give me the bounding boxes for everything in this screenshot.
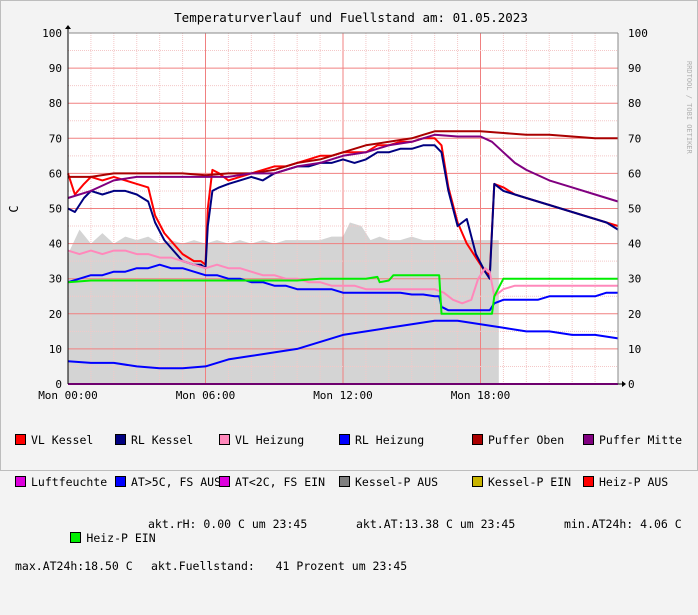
chart: Temperaturverlauf und Fuellstand am: 01.… [7, 10, 693, 402]
legend-label: AT<2C, FS EIN [235, 475, 326, 489]
series-puffer-oben [68, 130, 618, 178]
y-tick-label: 90 [49, 62, 62, 75]
watermark: RRDTOOL / TOBI OETIKER [685, 61, 693, 155]
y-tick-label: 70 [49, 132, 62, 145]
series-vl-heizung [67, 249, 618, 305]
legend-item-puffer-mitte: Puffer Mitte [583, 433, 682, 447]
y-tick-label-right: 60 [628, 167, 641, 180]
akt-rh: akt.rH: 0.00 C um 23:45 [148, 517, 308, 531]
legend-item-kessel-p-ein: Kessel-P EIN [472, 475, 571, 489]
y-tick-label-right: 100 [628, 27, 648, 40]
legend-label: Luftfeuchte [31, 475, 108, 489]
series-puffer-mitte [67, 133, 619, 203]
akt-at: akt.AT:13.38 C um 23:45 [356, 517, 516, 531]
legend-swatch [219, 476, 230, 487]
legend-label: RL Kessel [131, 433, 194, 447]
legend-swatch [115, 434, 126, 445]
x-axis-arrow [622, 381, 626, 387]
legend-swatch [219, 434, 230, 445]
series-zaehler [67, 319, 619, 370]
legend-row: VL Kessel RL Kessel VL Heizung RL Heizung Pu… [15, 433, 695, 447]
y-tick-label-right: 70 [628, 132, 641, 145]
legend-item-rl-heizung: RL Heizung [339, 433, 424, 447]
chart-title: Temperaturverlauf und Fuellstand am: 01.… [174, 10, 528, 25]
legend-swatch [472, 476, 483, 487]
legend-swatch [339, 476, 350, 487]
y-tick-label-right: 20 [628, 308, 641, 321]
y-tick-label: 0 [55, 378, 62, 391]
chart-frame: Temperaturverlauf und Fuellstand am: 01.… [0, 0, 698, 573]
legend-swatch [115, 476, 126, 487]
legend-label: VL Kessel [31, 433, 94, 447]
legend-swatch [339, 434, 350, 445]
legend-item-kessel-p-aus: Kessel-P AUS [339, 475, 438, 489]
x-tick-label: Mon 12:00 [313, 389, 373, 402]
axes [65, 25, 626, 387]
legend-item-luftfeuchte: Luftfeuchte [15, 475, 107, 489]
legend-item-vl-kessel: VL Kessel [15, 433, 93, 447]
series-rl-heizung [67, 263, 618, 312]
legend-item-rl-kessel: RL Kessel [115, 433, 193, 447]
legend-swatch [472, 434, 483, 445]
legend-item-heiz-p-aus: Heiz-P AUS [583, 475, 668, 489]
legend-item-puffer-oben: Puffer Oben [472, 433, 564, 447]
y-tick-label-right: 40 [628, 238, 641, 251]
grid [68, 33, 618, 384]
y-tick-label: 40 [49, 238, 62, 251]
legend-swatch [583, 434, 594, 445]
fuellstand-area [68, 222, 499, 384]
y-tick-label: 80 [49, 97, 62, 110]
y-tick-label-right: 80 [628, 97, 641, 110]
legend-swatch [15, 434, 26, 445]
legend-swatch [583, 476, 594, 487]
y-tick-label: 20 [49, 308, 62, 321]
y-tick-label-right: 90 [628, 62, 641, 75]
legend-swatch [15, 476, 26, 487]
legend-label: Kessel-P AUS [355, 475, 439, 489]
y-tick-label-right: 10 [628, 343, 641, 356]
legend-label: Kessel-P EIN [488, 475, 572, 489]
legend-label: Heiz-P AUS [599, 475, 669, 489]
tick-labels: 0 0 10 10 20 20 30 30 40 40 50 50 60 60 70 70 80 80 90 90 10… [38, 27, 648, 402]
max-at24h: max.AT24h:18.50 C [15, 559, 133, 573]
y-tick-label-right: 0 [628, 378, 635, 391]
akt-fuellstand: akt.Fuellstand: 41 Prozent um 23:45 [151, 559, 408, 573]
legend-label: Puffer Oben [488, 433, 565, 447]
legend-swatch [70, 532, 82, 543]
legend-item-vl-heizung: VL Heizung [219, 433, 304, 447]
y-tick-label: 30 [49, 273, 62, 286]
y-axis-label: C [7, 205, 21, 212]
series-rl-kessel [67, 144, 619, 280]
legend-item-heiz-p-ein: Heiz-P EIN [15, 517, 156, 559]
legend-status-row: Heiz-P EIN akt.rH: 0.00 C um 23:45 akt.A… [15, 517, 695, 545]
y-tick-label: 60 [49, 167, 62, 180]
legend-label: Heiz-P EIN [86, 531, 156, 545]
fuellstand-area-shape [68, 222, 499, 384]
y-tick-label: 50 [49, 203, 62, 216]
legend-label: VL Heizung [235, 433, 305, 447]
legend-label: AT>5C, FS AUS [131, 475, 222, 489]
legend-item-at-2c-fs-ein: AT<2C, FS EIN [219, 475, 325, 489]
x-tick-label: Mon 00:00 [38, 389, 98, 402]
x-tick-label: Mon 06:00 [176, 389, 236, 402]
legend-item-at-5c-fs-aus: AT>5C, FS AUS [115, 475, 221, 489]
y-axis-arrow [65, 25, 71, 29]
y-tick-label-right: 50 [628, 203, 641, 216]
y-tick-label: 10 [49, 343, 62, 356]
legend-label: Puffer Mitte [599, 433, 683, 447]
y-tick-label-right: 30 [628, 273, 641, 286]
legend: VL Kessel RL Kessel VL Heizung RL Heizung Pu… [15, 405, 695, 601]
legend-status-row: max.AT24h:18.50 C akt.Fuellstand: 41 Pro… [15, 559, 695, 573]
y-tick-label: 100 [42, 27, 62, 40]
x-tick-label: Mon 18:00 [451, 389, 511, 402]
series-heiz-p-ein [67, 274, 618, 315]
legend-row: Luftfeuchte AT>5C, FS AUS AT<2C, FS EIN Kes… [15, 475, 695, 489]
legend-label: RL Heizung [355, 433, 425, 447]
min-at24h: min.AT24h: 4.06 C [564, 517, 682, 531]
